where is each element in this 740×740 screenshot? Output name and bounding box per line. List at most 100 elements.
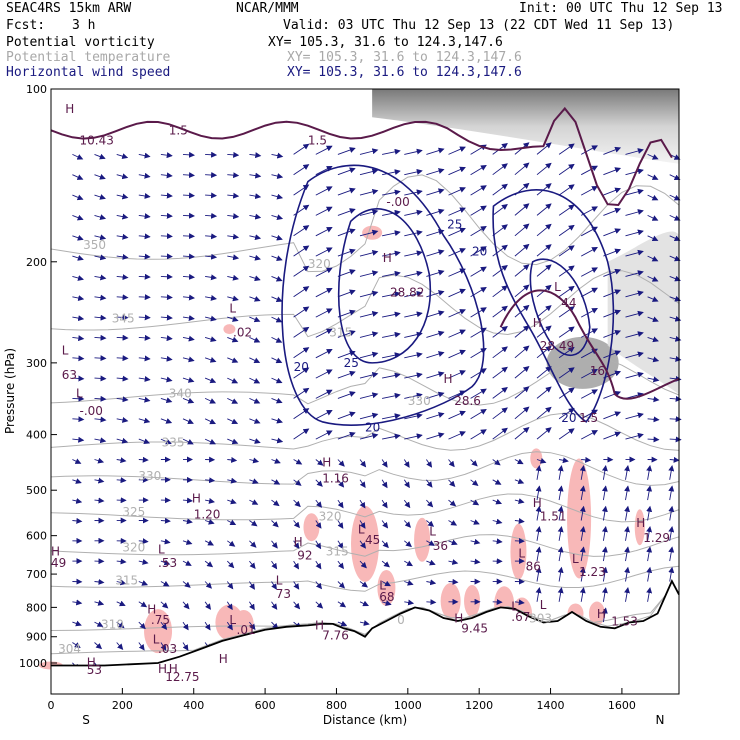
- field-pv-xy: XY= 105.3, 31.6 to 124.3,147.6: [268, 35, 503, 50]
- pv-negative-fill: [233, 609, 254, 638]
- wind-vector: [646, 465, 653, 480]
- pv-extremum-label: 1.53: [611, 614, 638, 628]
- pv-extremum-label: H: [51, 545, 60, 559]
- wind-vector: [536, 427, 552, 440]
- pv-extremum-label: L: [76, 387, 83, 401]
- wind-vector: [116, 213, 129, 220]
- wind-vector: [448, 268, 466, 277]
- wind-vector: [514, 264, 530, 277]
- x-axis-label: Distance (km): [323, 713, 407, 727]
- wind-vector: [404, 540, 412, 548]
- wind-vector: [271, 214, 284, 221]
- wind-vector: [205, 477, 216, 484]
- wind-vector: [293, 387, 310, 399]
- wind-vector: [160, 397, 173, 404]
- wind-vector: [337, 431, 356, 440]
- wind-vector: [647, 275, 659, 282]
- wind-vector: [315, 389, 333, 399]
- wind-vector: [470, 558, 481, 565]
- wind-vector: [160, 233, 173, 240]
- pv-extremum-label: 49: [51, 556, 66, 570]
- theta-contour-label: 345: [112, 311, 135, 325]
- wind-vector: [492, 163, 508, 176]
- wind-vector: [359, 581, 369, 588]
- wind-vector: [116, 416, 129, 423]
- wind-vector: [138, 456, 149, 463]
- wind-vector: [182, 397, 195, 404]
- wind-vector: [226, 621, 233, 631]
- wind-vector: [293, 143, 310, 155]
- wind-contour-label: 20: [561, 411, 576, 425]
- wind-vector: [182, 539, 193, 545]
- wind-vector: [160, 621, 168, 630]
- pv-extremum-label: L: [229, 613, 236, 627]
- wind-vector: [182, 151, 195, 158]
- wind-vector: [426, 168, 445, 176]
- wind-vector: [315, 328, 333, 338]
- wind-vector: [315, 430, 333, 440]
- center-title: NCAR/MMM: [236, 1, 299, 16]
- wind-vector: [315, 308, 333, 318]
- wind-vector: [470, 538, 481, 545]
- wind-vector: [647, 376, 660, 383]
- x-tick-label: 0: [48, 699, 55, 712]
- wind-vector: [182, 518, 193, 525]
- wind-vector: [492, 538, 503, 545]
- wind-vector: [448, 146, 466, 155]
- wind-vector: [359, 188, 379, 196]
- wind-vector: [94, 477, 105, 484]
- wind-vector: [624, 505, 630, 521]
- wind-vector: [249, 316, 261, 323]
- wind-vector: [514, 518, 525, 524]
- right-endpoint-label: N: [656, 713, 665, 727]
- wind-vector: [448, 459, 455, 468]
- wind-vector: [426, 208, 445, 216]
- wind-vector: [536, 203, 552, 216]
- wind-vector: [558, 204, 575, 216]
- wind-vector: [536, 366, 552, 379]
- wind-vector: [227, 192, 240, 199]
- wind-vector: [625, 310, 644, 318]
- pv-extremum-label: .53: [158, 556, 177, 570]
- wind-vector: [249, 275, 261, 282]
- wind-vector: [426, 391, 445, 399]
- wind-vector: [426, 432, 445, 440]
- wind-vector: [557, 485, 564, 501]
- y-tick-label: 100: [26, 83, 47, 96]
- wind-vector: [72, 153, 84, 160]
- wind-vector: [492, 387, 508, 399]
- field-theta-xy: XY= 105.3, 31.6 to 124.3,147.6: [287, 50, 522, 65]
- wind-vector: [249, 438, 261, 444]
- wind-vector: [603, 309, 622, 318]
- wind-vector: [603, 228, 622, 237]
- wind-vector: [72, 315, 85, 322]
- wind-vector: [116, 396, 129, 403]
- wind-vector: [558, 387, 575, 399]
- wind-vector: [603, 370, 622, 379]
- wind-vector: [204, 315, 217, 322]
- wind-vector: [72, 355, 85, 362]
- wind-contour-25: [529, 258, 591, 356]
- wind-vector: [624, 465, 630, 480]
- wind-vector: [558, 306, 575, 318]
- wind-vector: [227, 438, 239, 445]
- wind-vector: [293, 326, 310, 338]
- wind-vector: [359, 560, 367, 569]
- wind-vector: [293, 347, 310, 359]
- wind-vector: [160, 253, 173, 260]
- wind-vector: [514, 498, 525, 504]
- wind-vector: [492, 427, 508, 440]
- pv-negative-fill: [223, 324, 236, 335]
- pv-extremum-label: 1.5: [579, 411, 598, 425]
- wind-vector: [536, 264, 552, 277]
- wind-vector: [94, 294, 107, 301]
- theta-contour-label: 315: [326, 545, 349, 559]
- wind-vector: [249, 254, 261, 261]
- wind-vector: [182, 212, 195, 219]
- wind-vector: [580, 145, 598, 155]
- wind-vector: [426, 330, 445, 338]
- wind-vector: [470, 459, 478, 467]
- wind-vector: [559, 457, 569, 464]
- wind-vector: [359, 412, 379, 420]
- wind-vector: [138, 253, 151, 260]
